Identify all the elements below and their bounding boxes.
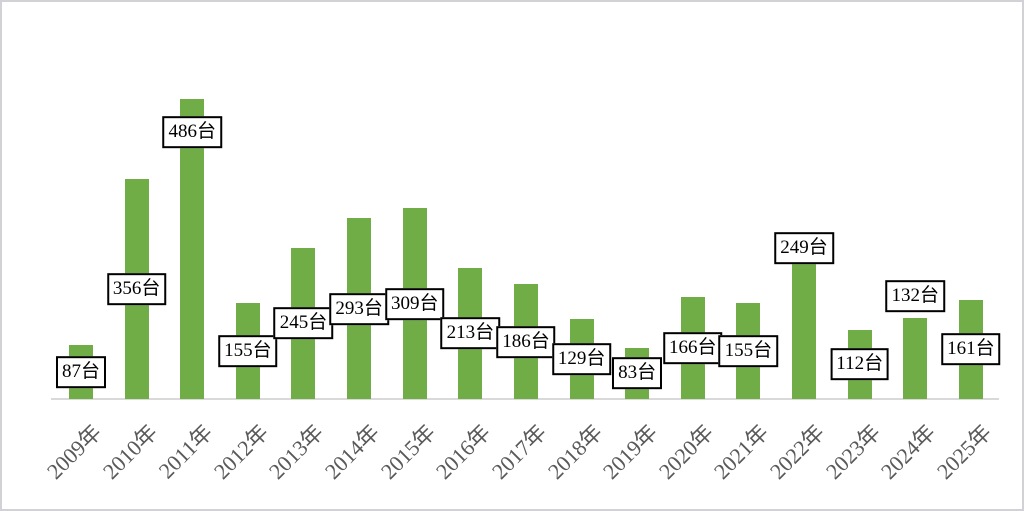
data-label-2009年: 87台: [55, 356, 107, 388]
data-label-2020年: 166台: [663, 332, 723, 364]
data-label-2014年: 293台: [329, 293, 389, 325]
x-tick-label-2012年: 2012年: [208, 419, 274, 484]
bar-2024年: [903, 318, 928, 399]
data-label-2010年: 356台: [106, 273, 167, 305]
data-label-2024年: 132台: [885, 280, 946, 312]
x-tick-label-2021年: 2021年: [709, 419, 774, 484]
x-tick-label-2009年: 2009年: [41, 419, 107, 484]
x-tick-label-2025年: 2025年: [931, 419, 997, 484]
x-tick-label-2024年: 2024年: [876, 419, 941, 484]
x-tick-label-2017年: 2017年: [486, 419, 552, 484]
x-tick-label-2020年: 2020年: [653, 419, 719, 484]
data-label-2015年: 309台: [384, 288, 445, 320]
data-label-2012年: 155台: [218, 335, 278, 367]
data-label-2022年: 249台: [774, 232, 834, 264]
data-label-2025年: 161台: [941, 333, 1001, 365]
x-tick-label-2014年: 2014年: [319, 419, 385, 484]
bar-2022年: [792, 245, 817, 399]
data-label-2021年: 155台: [718, 335, 779, 367]
x-tick-label-2018年: 2018年: [542, 419, 607, 484]
data-label-2018年: 129台: [551, 343, 612, 375]
data-label-2011年: 486台: [162, 116, 222, 148]
x-tick-label-2010年: 2010年: [97, 419, 162, 484]
data-label-2019年: 83台: [612, 357, 663, 389]
data-label-2017年: 186台: [496, 326, 556, 358]
data-label-2016年: 213台: [440, 317, 501, 349]
data-label-2023年: 112台: [830, 348, 890, 380]
x-tick-label-2022年: 2022年: [764, 419, 830, 484]
x-tick-label-2016年: 2016年: [431, 419, 496, 484]
x-tick-label-2019年: 2019年: [598, 419, 663, 484]
x-tick-label-2013年: 2013年: [264, 419, 329, 484]
x-tick-label-2011年: 2011年: [153, 419, 218, 484]
bar-2011年: [180, 99, 205, 399]
x-tick-label-2023年: 2023年: [820, 419, 885, 484]
data-label-2013年: 245台: [273, 307, 334, 339]
x-tick-label-2015年: 2015年: [375, 419, 440, 484]
